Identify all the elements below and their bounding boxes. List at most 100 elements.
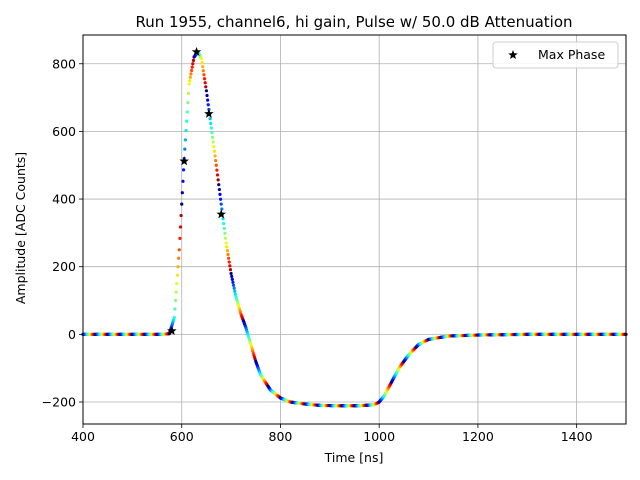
waveform-point xyxy=(204,89,209,93)
waveform-point xyxy=(227,260,231,264)
grid-lines xyxy=(82,35,626,424)
waveform-point xyxy=(190,65,194,69)
y-tick-label: 800 xyxy=(52,56,76,71)
y-axis-label: Amplitude [ADC Counts] xyxy=(13,152,28,304)
waveform-point xyxy=(210,131,214,135)
waveform-point xyxy=(189,72,193,76)
waveform-point xyxy=(209,126,213,130)
waveform-point xyxy=(223,231,227,235)
waveform-point xyxy=(184,128,188,133)
waveform-point xyxy=(186,101,190,105)
waveform-point xyxy=(199,57,204,61)
waveform-point xyxy=(228,268,233,272)
max-phase-markers xyxy=(167,46,226,336)
waveform-point xyxy=(208,117,212,121)
waveform-point xyxy=(175,273,180,277)
waveform-point xyxy=(173,307,177,311)
waveform-point xyxy=(200,61,204,65)
waveform-point xyxy=(201,69,205,73)
y-tick-label: −200 xyxy=(42,395,76,410)
waveform-point xyxy=(210,135,215,139)
waveform-point xyxy=(230,274,234,279)
waveform-point xyxy=(175,282,179,286)
waveform-point xyxy=(202,77,207,81)
legend-star-icon xyxy=(508,50,518,60)
waveform-point xyxy=(209,121,213,125)
waveform-point xyxy=(225,245,229,249)
waveform-point xyxy=(206,98,210,102)
waveform-point xyxy=(220,207,224,211)
waveform-point xyxy=(213,154,217,158)
waveform-point xyxy=(178,225,183,229)
legend-box xyxy=(492,41,619,69)
waveform-point xyxy=(186,91,191,95)
max-phase-star xyxy=(167,325,177,336)
waveform-point xyxy=(174,290,178,294)
waveform-point xyxy=(206,103,210,107)
waveform-point xyxy=(219,197,223,201)
waveform-point xyxy=(188,75,192,79)
waveform-point xyxy=(205,93,209,98)
waveform-point xyxy=(181,179,185,183)
waveform-point xyxy=(217,183,221,187)
waveform-point xyxy=(214,158,218,163)
waveform-point xyxy=(183,147,187,151)
waveform-point xyxy=(187,82,191,86)
max-phase-star xyxy=(204,108,214,118)
waveform-point xyxy=(218,192,222,197)
waveform-point xyxy=(233,292,238,296)
y-tick-label: 400 xyxy=(52,192,76,207)
waveform-point xyxy=(222,221,226,226)
waveform-point xyxy=(202,73,206,77)
waveform-point xyxy=(224,241,228,245)
waveform-point xyxy=(177,256,181,260)
waveform-point xyxy=(177,248,181,252)
waveform-point xyxy=(188,79,192,83)
waveform-point xyxy=(203,81,207,85)
waveform-point xyxy=(211,140,215,144)
waveform-point xyxy=(219,202,223,206)
waveform-point xyxy=(181,168,186,172)
waveform-point xyxy=(191,62,195,66)
waveform-point xyxy=(201,65,205,69)
waveform-point xyxy=(180,202,184,206)
waveform-point xyxy=(222,226,226,231)
x-tick-label: 1400 xyxy=(561,429,593,444)
chart-title: Run 1955, channel6, hi gain, Pulse w/ 50… xyxy=(135,13,572,31)
waveform-point xyxy=(190,68,194,73)
waveform-point xyxy=(225,249,229,253)
waveform-point xyxy=(227,256,231,260)
waveform-point xyxy=(204,85,208,89)
waveform-point xyxy=(191,58,196,62)
waveform-point xyxy=(176,265,180,269)
waveform-point xyxy=(217,187,221,192)
waveform-point xyxy=(215,168,219,172)
waveform-point xyxy=(232,286,236,290)
waveform-point xyxy=(231,280,235,284)
waveform-point xyxy=(185,110,189,114)
x-axis-label: Time [ns] xyxy=(324,450,384,465)
waveform-point xyxy=(233,289,237,293)
legend-star xyxy=(508,50,518,60)
max-phase-star xyxy=(179,156,189,166)
plot-frame xyxy=(82,34,627,425)
x-tick-label: 1200 xyxy=(462,429,494,444)
legend-label: Max Phase xyxy=(538,47,605,62)
waveform-point xyxy=(173,298,178,303)
waveform-point xyxy=(223,236,228,240)
waveform-point xyxy=(180,191,184,195)
y-tick-label: 200 xyxy=(52,259,76,274)
legend: Max Phase xyxy=(492,41,619,69)
x-tick-label: 800 xyxy=(269,429,293,444)
waveform-point xyxy=(183,138,188,142)
y-tick-label: 0 xyxy=(68,327,76,342)
waveform-point xyxy=(178,236,182,240)
waveform-point xyxy=(212,145,216,149)
max-phase-star xyxy=(191,46,202,56)
x-tick-label: 600 xyxy=(170,429,194,444)
waveform-points xyxy=(81,50,628,408)
waveform-point xyxy=(179,213,183,218)
waveform-point xyxy=(230,277,234,281)
waveform-point xyxy=(228,264,232,268)
waveform-point xyxy=(172,315,176,320)
